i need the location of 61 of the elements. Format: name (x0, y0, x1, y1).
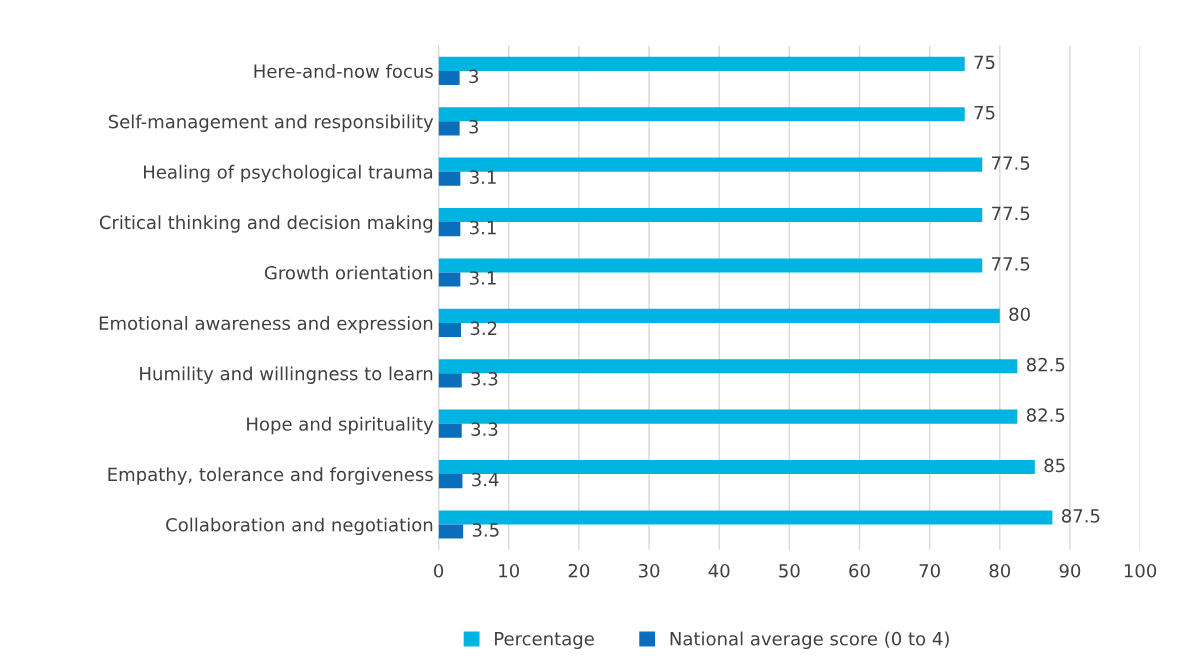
bar (438, 107, 965, 122)
y-tick-label: Self-management and responsibility (108, 114, 434, 132)
bar (438, 121, 460, 136)
bar (438, 308, 1000, 323)
bar (438, 70, 460, 86)
x-tick-label: 0 (434, 563, 444, 578)
x-tick-label: 30 (638, 563, 660, 578)
x-tick-label: 90 (1059, 563, 1081, 578)
y-tick-label: Collaboration and negotiation (166, 517, 433, 536)
x-tick-label: 80 (989, 563, 1011, 578)
data-label: 75 (974, 55, 995, 70)
legend-label: National average score (0 to 4) (670, 631, 949, 650)
bar (438, 56, 965, 71)
bar (438, 258, 983, 273)
bar (438, 524, 464, 539)
data-label: 80 (1009, 307, 1030, 322)
data-label: 3 (469, 69, 479, 84)
bar (438, 157, 983, 172)
y-tick-label: Humility and willingness to learn (140, 366, 433, 384)
data-label: 3.1 (470, 220, 496, 235)
bar (438, 322, 462, 338)
bar (438, 474, 463, 489)
y-tick-label: Empathy, tolerance and forgiveness (108, 467, 433, 485)
data-label: 77.5 (992, 257, 1030, 271)
y-tick-label: Emotional awareness and expression (99, 316, 433, 334)
data-label: 82.5 (1026, 357, 1065, 372)
y-tick-label: Critical thinking and decision making (99, 215, 433, 233)
x-tick-label: 40 (708, 563, 730, 578)
bar (438, 510, 1053, 525)
bar (438, 272, 461, 287)
data-label: 3.1 (470, 271, 496, 285)
bar (438, 359, 1018, 374)
data-label: 3.3 (471, 371, 498, 386)
y-tick-label: Growth orientation (264, 265, 433, 280)
bar (438, 409, 1018, 424)
x-tick-label: 50 (779, 563, 800, 578)
data-label: 3.4 (472, 472, 499, 487)
legend-label: Percentage (495, 632, 594, 650)
data-label: 82.5 (1026, 408, 1065, 422)
y-tick-label: Healing of psychological trauma (144, 164, 433, 183)
data-label: 85 (1044, 458, 1065, 473)
y-tick-label: Hope and spirituality (247, 416, 434, 435)
data-label: 3.5 (472, 523, 499, 537)
data-label: 75 (974, 106, 995, 120)
x-tick-label: 100 (1124, 563, 1157, 578)
x-tick-label: 60 (849, 563, 870, 578)
data-label: 77.5 (992, 156, 1030, 170)
data-label: 3 (469, 119, 479, 134)
bar (438, 222, 461, 237)
y-tick-label: Here-and-now focus (254, 64, 433, 79)
data-label: 77.5 (992, 206, 1030, 221)
x-tick-label: 20 (568, 563, 590, 578)
bar (438, 423, 462, 438)
data-label: 3.1 (470, 170, 496, 184)
bar (438, 373, 462, 388)
data-label: 3.3 (471, 422, 498, 436)
bar (438, 171, 461, 186)
x-tick-label: 10 (499, 563, 520, 578)
data-label: 87.5 (1061, 509, 1100, 523)
x-tick-label: 70 (919, 563, 940, 578)
data-label: 3.2 (470, 321, 497, 336)
